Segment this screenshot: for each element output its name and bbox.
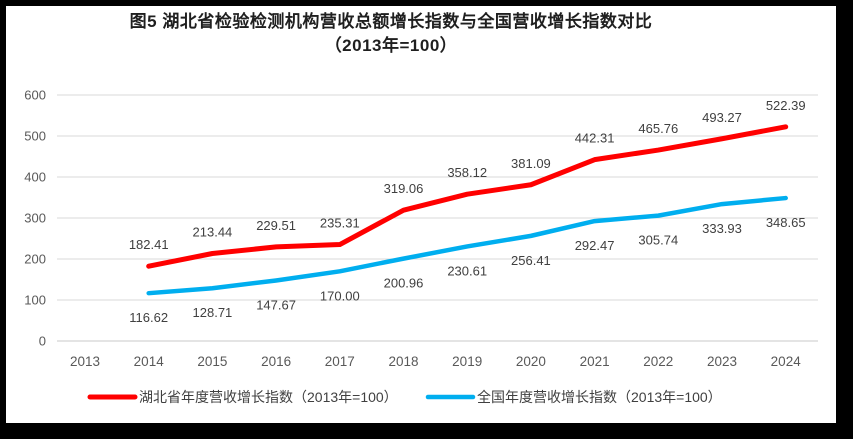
data-label-national: 256.41 <box>511 253 551 268</box>
legend-label-national: 全国年度营收增长指数（2013年=100） <box>477 389 722 405</box>
y-tick-label: 300 <box>24 211 46 226</box>
data-label-national: 230.61 <box>447 263 487 278</box>
data-label-national: 200.96 <box>384 276 424 291</box>
x-tick-label: 2019 <box>452 354 482 369</box>
x-tick-label: 2013 <box>70 354 100 369</box>
x-tick-label: 2024 <box>771 354 802 369</box>
chart-title: 图5 湖北省检验检测机构营收总额增长指数与全国营收增长指数对比 （2013年=1… <box>6 10 776 58</box>
y-tick-label: 600 <box>24 88 46 103</box>
data-label-hubei: 235.31 <box>320 216 360 231</box>
y-tick-label: 100 <box>24 293 46 308</box>
data-label-hubei: 182.41 <box>129 237 169 252</box>
y-tick-label: 0 <box>39 334 46 349</box>
y-tick-label: 500 <box>24 129 46 144</box>
x-tick-label: 2020 <box>516 354 546 369</box>
data-label-national: 292.47 <box>575 238 615 253</box>
data-label-hubei: 358.12 <box>447 165 487 180</box>
data-label-hubei: 442.31 <box>575 131 615 146</box>
data-label-hubei: 493.27 <box>702 110 742 125</box>
y-tick-label: 200 <box>24 252 46 267</box>
data-label-hubei: 213.44 <box>193 224 233 239</box>
x-tick-label: 2022 <box>643 354 673 369</box>
chart-title-line2: （2013年=100） <box>324 36 458 55</box>
x-tick-label: 2018 <box>388 354 418 369</box>
x-tick-label: 2014 <box>134 354 165 369</box>
data-label-national: 170.00 <box>320 288 360 303</box>
x-tick-label: 2021 <box>580 354 610 369</box>
data-label-hubei: 522.39 <box>766 98 806 113</box>
data-label-national: 305.74 <box>638 233 678 248</box>
data-label-national: 116.62 <box>129 310 168 325</box>
data-label-hubei: 381.09 <box>511 156 551 171</box>
data-label-hubei: 229.51 <box>256 218 296 233</box>
data-label-national: 333.93 <box>702 221 742 236</box>
x-tick-label: 2015 <box>197 354 227 369</box>
series-line-national <box>146 195 788 296</box>
data-label-hubei: 319.06 <box>384 181 424 196</box>
legend-label-hubei: 湖北省年度营收增长指数（2013年=100） <box>139 389 398 405</box>
series-line-hubei <box>146 124 789 269</box>
chart-canvas: 图5 湖北省检验检测机构营收总额增长指数与全国营收增长指数对比 （2013年=1… <box>6 6 836 423</box>
x-tick-label: 2016 <box>261 354 291 369</box>
data-label-national: 147.67 <box>256 297 296 312</box>
x-tick-label: 2023 <box>707 354 737 369</box>
data-label-hubei: 465.76 <box>638 121 678 136</box>
data-label-national: 128.71 <box>193 305 233 320</box>
data-label-national: 348.65 <box>766 215 806 230</box>
x-tick-label: 2017 <box>325 354 355 369</box>
chart-title-line1: 图5 湖北省检验检测机构营收总额增长指数与全国营收增长指数对比 <box>129 12 653 31</box>
y-tick-label: 400 <box>24 170 46 185</box>
